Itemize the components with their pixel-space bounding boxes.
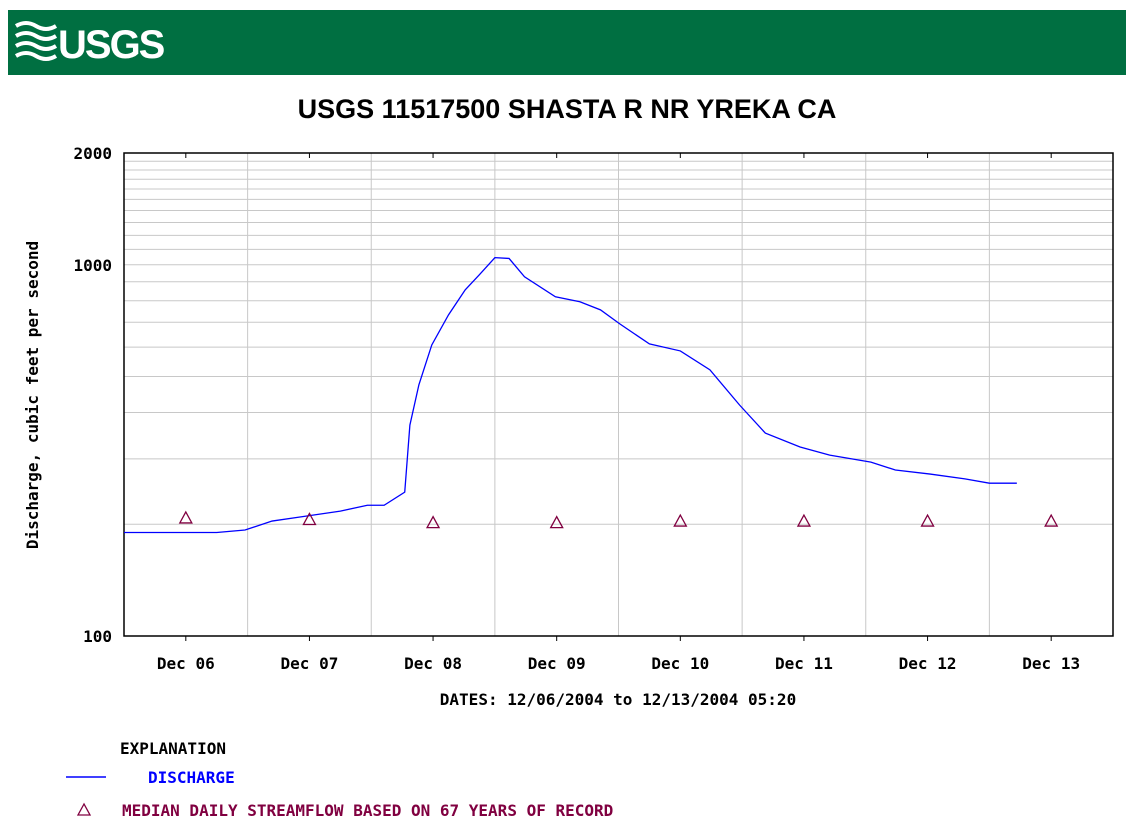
median-marker (1044, 513, 1059, 527)
legend-label: DISCHARGE (148, 768, 235, 787)
logo-icon (14, 21, 58, 61)
logo-text: USGS (58, 23, 165, 67)
median-marker (673, 513, 688, 527)
x-tick-label: Dec 07 (281, 654, 339, 673)
y-axis-label: Discharge, cubic feet per second (23, 241, 42, 549)
median-marker (302, 512, 317, 526)
y-tick-label: 1000 (73, 256, 112, 275)
plot-frame (123, 152, 1114, 637)
header-bar (8, 10, 1126, 75)
x-tick-label: Dec 08 (404, 654, 462, 673)
x-axis-label: DATES: 12/06/2004 to 12/13/2004 05:20 (440, 690, 796, 709)
x-tick-label: Dec 09 (528, 654, 586, 673)
x-tick-label: Dec 12 (899, 654, 957, 673)
legend-label: MEDIAN DAILY STREAMFLOW BASED ON 67 YEAR… (122, 801, 613, 820)
discharge-line (124, 256, 1017, 534)
legend-title: EXPLANATION (120, 739, 226, 758)
median-marker (425, 515, 441, 529)
x-tick-label: Dec 11 (775, 654, 833, 673)
legend-triangle (76, 802, 92, 816)
median-marker (920, 513, 935, 527)
y-tick-label: 100 (83, 627, 112, 646)
y-tick-label: 2000 (73, 144, 112, 163)
median-marker (178, 510, 193, 524)
x-tick-label: Dec 13 (1022, 654, 1080, 673)
median-marker (796, 513, 812, 527)
chart-title: USGS 11517500 SHASTA R NR YREKA CA (298, 94, 837, 124)
median-marker (549, 515, 564, 529)
x-tick-label: Dec 10 (651, 654, 709, 673)
x-tick-label: Dec 06 (157, 654, 215, 673)
